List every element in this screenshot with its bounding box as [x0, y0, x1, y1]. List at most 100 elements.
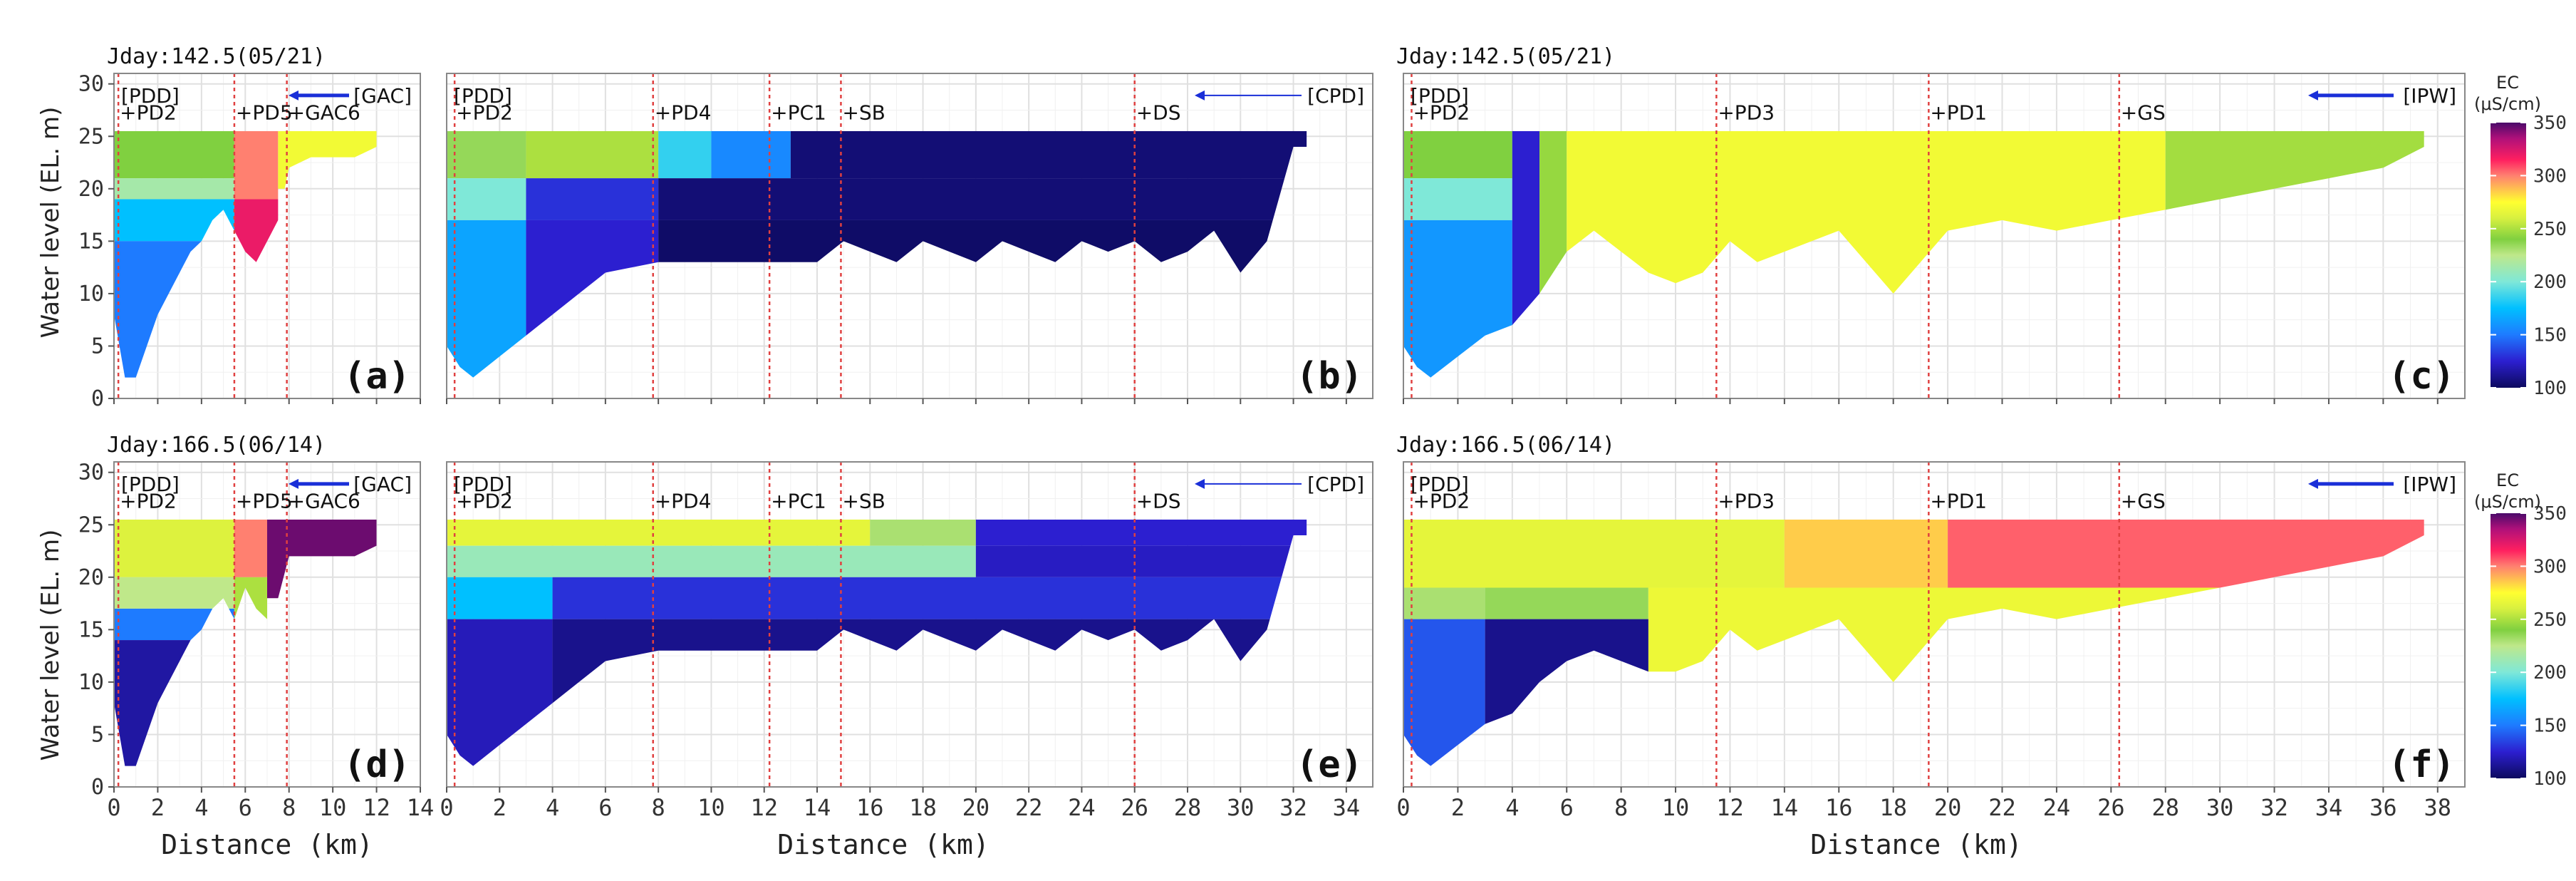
ec-cell — [234, 130, 279, 200]
panel-d: +PD2 +PD5+GAC6 [PDD] [GAC] (d) Jday:166.5(06/… — [78, 433, 434, 821]
ec-cell — [1403, 178, 1512, 220]
dam-label: [PDD] — [454, 84, 512, 108]
gridlines — [1403, 73, 2466, 399]
ec-cell — [790, 130, 1307, 179]
ec-cell — [975, 519, 1307, 546]
y-tick-label: 5 — [91, 334, 104, 359]
station-label: +PD4 — [655, 101, 712, 125]
colorbar-tick-label: 200 — [2533, 662, 2567, 684]
station-label: +PD2 — [456, 490, 513, 513]
colorbar-tick-label: 300 — [2533, 556, 2567, 577]
colorbar-ticks: 100 150 200 250 300 350 — [2491, 503, 2567, 790]
panel-f: +PD2 +PD3 +PD1 +GS [PDD] [IPW] (f) Jday:166.5(0… — [1396, 433, 2466, 821]
x-tick-label: 18 — [909, 794, 937, 821]
x-tick-label: 34 — [2315, 794, 2343, 821]
dam-label: [PDD] — [121, 473, 180, 496]
x-tick-label: 16 — [856, 794, 884, 821]
colorbar-ramp — [2491, 123, 2526, 388]
plot-frame — [1403, 461, 2466, 788]
x-tick-label: 12 — [1716, 794, 1744, 821]
x-tick-label: 0 — [440, 794, 453, 821]
ec-cell — [711, 130, 791, 179]
x-tick-label: 22 — [1988, 794, 2016, 821]
x-tick-label: 30 — [1227, 794, 1255, 821]
colorbar-tick-label: 150 — [2533, 716, 2567, 737]
ec-cell — [447, 178, 526, 220]
x-tick-label: 2 — [151, 794, 165, 821]
branch-label: [IPW] — [2403, 473, 2456, 496]
x-tick-label: 26 — [2097, 794, 2125, 821]
x-tick-label: 10 — [697, 794, 725, 821]
y-tick-label: 0 — [91, 386, 104, 411]
x-tick-label: 6 — [598, 794, 612, 821]
x-tick-label: 0 — [107, 794, 120, 821]
station-label: +PD3 — [1718, 490, 1775, 513]
colorbar-tick-label: 150 — [2533, 325, 2567, 346]
x-tick-label: 24 — [2043, 794, 2071, 821]
x-tick-label: 22 — [1015, 794, 1043, 821]
x-tick-label: 34 — [1333, 794, 1361, 821]
y-tick-label: 25 — [78, 512, 104, 537]
ec-cell — [447, 130, 526, 179]
x-axis-title-a: Distance (km) — [161, 829, 373, 860]
panel-label: (a) — [343, 355, 410, 398]
x-axis-title-c: Distance (km) — [1810, 829, 2022, 860]
y-tick-label: 20 — [78, 565, 104, 590]
colorbar-tick-label: 200 — [2533, 272, 2567, 293]
dam-label: [PDD] — [1411, 84, 1469, 108]
colorbar-tick-label: 250 — [2533, 219, 2567, 240]
branch-label: [CPD] — [1307, 84, 1364, 108]
x-tick-label: 6 — [1560, 794, 1574, 821]
branch-label: [IPW] — [2403, 84, 2456, 108]
panel-label: (f) — [2388, 743, 2455, 786]
ec-cell — [526, 130, 659, 179]
ec-cell — [1403, 587, 1485, 619]
station-label: +GS — [2121, 101, 2166, 125]
x-tick-label: 20 — [962, 794, 990, 821]
colorbar-unit: (μS/cm) — [2474, 492, 2541, 512]
y-tick-label: 10 — [78, 670, 104, 695]
ec-cell — [1784, 519, 1948, 588]
x-tick-label: 30 — [2206, 794, 2234, 821]
x-tick-label: 2 — [1451, 794, 1465, 821]
x-tick-label: 16 — [1825, 794, 1853, 821]
colorbar-top: EC (μS/cm) 100 150 200 250 300 350 — [2474, 73, 2567, 399]
x-tick-label: 24 — [1068, 794, 1096, 821]
branch-arrow-head — [1195, 90, 1205, 101]
x-tick-label: 38 — [2424, 794, 2452, 821]
y-tick-label: 10 — [78, 282, 104, 306]
station-label: +GAC6 — [289, 490, 360, 513]
station-label: +GAC6 — [289, 101, 360, 125]
y-tick-label: 15 — [78, 229, 104, 254]
station-label: +PD3 — [1718, 101, 1775, 125]
station-label: +PD2 — [120, 101, 177, 125]
panel-e: +PD2 +PD4 +PC1 +SB +DS[PDD] [CPD](e)0 2 4 6 8 10 12… — [440, 461, 1373, 821]
x-tick-label: 20 — [1934, 794, 1962, 821]
ec-cell — [114, 130, 234, 179]
y-axis-title-top: Water level (EL. m) — [36, 107, 65, 339]
station-label: +PD1 — [1930, 490, 1987, 513]
x-tick-label: 12 — [750, 794, 778, 821]
x-tick-label: 6 — [239, 794, 252, 821]
x-tick-label: 10 — [319, 794, 347, 821]
ec-cell — [870, 519, 976, 546]
dam-label: [PDD] — [121, 84, 180, 108]
station-label: +PC1 — [771, 101, 826, 125]
branch-arrow-head — [289, 478, 298, 489]
y-tick-label: 15 — [78, 617, 104, 642]
x-tick-label: 8 — [1614, 794, 1628, 821]
ec-cell — [975, 545, 1307, 577]
x-tick-label: 12 — [363, 794, 390, 821]
y-tick-label: 5 — [91, 722, 104, 747]
branch-label: [GAC] — [353, 84, 412, 108]
panel-title: Jday:142.5(05/21) — [107, 44, 326, 69]
branch-arrow-head — [289, 90, 298, 101]
station-label: +SB — [842, 101, 885, 125]
x-tick-label: 14 — [1771, 794, 1799, 821]
station-label: +GS — [2121, 490, 2166, 513]
y-tick-label: 30 — [78, 460, 104, 485]
colorbar-unit: (μS/cm) — [2474, 94, 2541, 114]
y-tick-label: 20 — [78, 177, 104, 202]
y-tick-label: 30 — [78, 72, 104, 97]
